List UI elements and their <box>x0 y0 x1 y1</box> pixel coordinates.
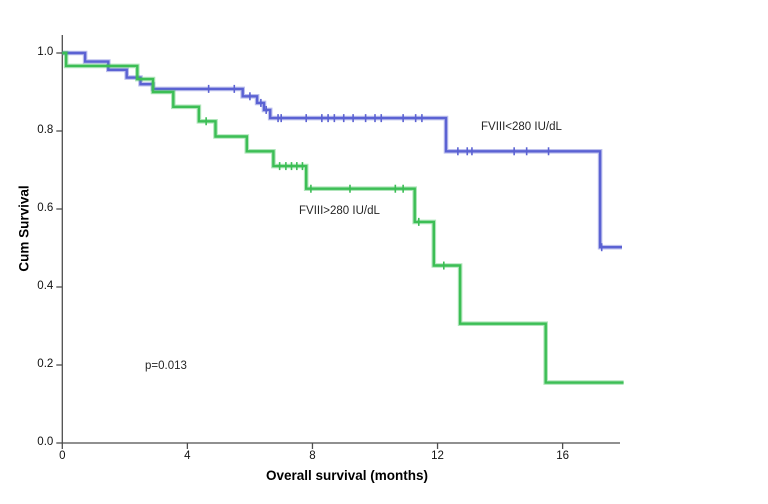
curve-label-fviii-gt-280: FVIII>280 IU/dL <box>299 205 380 217</box>
x-tick-label: 4 <box>184 450 191 462</box>
p-value-annotation: p=0.013 <box>145 360 187 372</box>
y-tick-label: 0.4 <box>37 280 54 292</box>
y-tick-label: 0.2 <box>37 358 54 370</box>
km-curve-0 <box>62 51 622 249</box>
y-tick-label: 0.0 <box>37 436 54 448</box>
curve-label-fviii-lt-280: FVIII<280 IU/dL <box>481 121 562 133</box>
y-tick-label: 0.6 <box>37 202 54 214</box>
x-tick-label: 12 <box>431 450 444 462</box>
x-axis-title: Overall survival (months) <box>265 468 429 483</box>
x-tick-label: 8 <box>309 450 316 462</box>
y-tick-label: 1.0 <box>37 46 54 58</box>
km-curve-halo-1 <box>62 50 624 385</box>
x-tick-label: 0 <box>59 450 66 462</box>
y-axis-title: Cum Survival <box>16 185 32 272</box>
y-tick-label: 0.8 <box>37 124 54 136</box>
km-curve-1 <box>62 51 624 384</box>
x-tick-label: 16 <box>556 450 569 462</box>
